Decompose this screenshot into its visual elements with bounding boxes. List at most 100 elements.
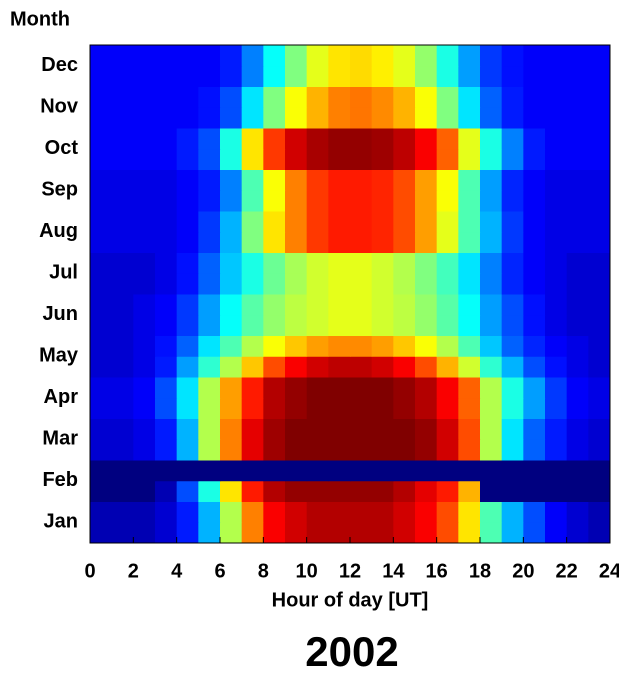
heatmap-cell [545,107,568,129]
heatmap-cell [241,397,264,419]
heatmap-cell [306,252,329,274]
heatmap-cell [415,294,438,316]
heatmap-cell [241,294,264,316]
heatmap-cell [393,480,416,502]
heatmap-cell [220,273,243,295]
heatmap-cell [350,211,373,233]
heatmap-cell [285,211,308,233]
heatmap-cell [371,45,394,67]
heatmap-cell [90,190,113,212]
heatmap-cell [241,273,264,295]
heatmap-cell [350,397,373,419]
heatmap-cell [241,356,264,378]
heatmap-cell [480,397,503,419]
x-tick-label: 16 [426,560,448,582]
y-tick-label: Jun [42,303,78,325]
heatmap-cell [523,148,546,170]
heatmap-cell [566,273,589,295]
heatmap-cell [371,65,394,87]
heatmap-cell [155,107,178,129]
heatmap-cell [198,231,221,253]
heatmap-cell [350,148,373,170]
heatmap-cell [415,128,438,150]
heatmap-cell [458,377,481,399]
heatmap-cell [415,45,438,67]
heatmap-cell [566,480,589,502]
heatmap-cell [263,480,286,502]
heatmap-cell [328,460,351,482]
heatmap-cell [436,460,459,482]
heatmap-cell [263,335,286,357]
heatmap-cell [328,65,351,87]
heatmap-cell [415,190,438,212]
heatmap-cell [220,211,243,233]
heatmap-cell [523,335,546,357]
heatmap-cell [566,460,589,482]
heatmap-cell [480,252,503,274]
heatmap-cell [220,294,243,316]
heatmap-cell [480,439,503,461]
heatmap-cell [198,294,221,316]
heatmap-cell [350,252,373,274]
heatmap-cell [350,294,373,316]
heatmap-cell [371,252,394,274]
heatmap-cell [566,439,589,461]
heatmap-cell [523,45,546,67]
heatmap-cell [155,190,178,212]
heatmap-cell [350,314,373,336]
heatmap-cell [328,252,351,274]
heatmap-cell [111,169,134,191]
heatmap-cell [436,480,459,502]
heatmap-cell [306,148,329,170]
heatmap-cell [480,107,503,129]
heatmap-cell [501,273,524,295]
heatmap-cell [350,231,373,253]
heatmap-cell [393,107,416,129]
heatmap-cell [263,128,286,150]
heatmap-cell [133,273,156,295]
heatmap-cell [393,397,416,419]
heatmap-cell [133,169,156,191]
heatmap-cell [501,377,524,399]
heatmap-cell [328,335,351,357]
heatmap-cell [523,314,546,336]
heatmap-cell [111,522,134,544]
heatmap-cell [133,397,156,419]
heatmap-cell [285,439,308,461]
heatmap-cell [306,480,329,502]
heatmap-cell [263,148,286,170]
heatmap-cell [155,148,178,170]
heatmap-cell [523,460,546,482]
heatmap-cell [285,335,308,357]
heatmap-cell [198,190,221,212]
heatmap-cell [285,480,308,502]
heatmap-cell [523,356,546,378]
heatmap-cell [523,294,546,316]
heatmap-cell [480,45,503,67]
heatmap-cell [545,377,568,399]
heatmap-cell [285,314,308,336]
heatmap-cell [523,522,546,544]
heatmap-cell [90,65,113,87]
heatmap-cell [198,107,221,129]
heatmap-cell [90,356,113,378]
heatmap-cell [566,86,589,108]
heatmap-cell [566,128,589,150]
heatmap-cell [588,314,611,336]
heatmap-cell [306,294,329,316]
heatmap-cell [480,128,503,150]
heatmap-cell [501,65,524,87]
heatmap-cell [436,148,459,170]
heatmap-cell [371,377,394,399]
heatmap-cell [480,418,503,440]
heatmap-cell [176,65,199,87]
heatmap-cell [328,314,351,336]
heatmap-cell [566,148,589,170]
heatmap-cell [263,314,286,336]
heatmap-cell [523,86,546,108]
heatmap-cell [155,273,178,295]
heatmap-cell [198,397,221,419]
heatmap-cell [176,501,199,523]
heatmap-cell [155,460,178,482]
heatmap-cell [350,273,373,295]
